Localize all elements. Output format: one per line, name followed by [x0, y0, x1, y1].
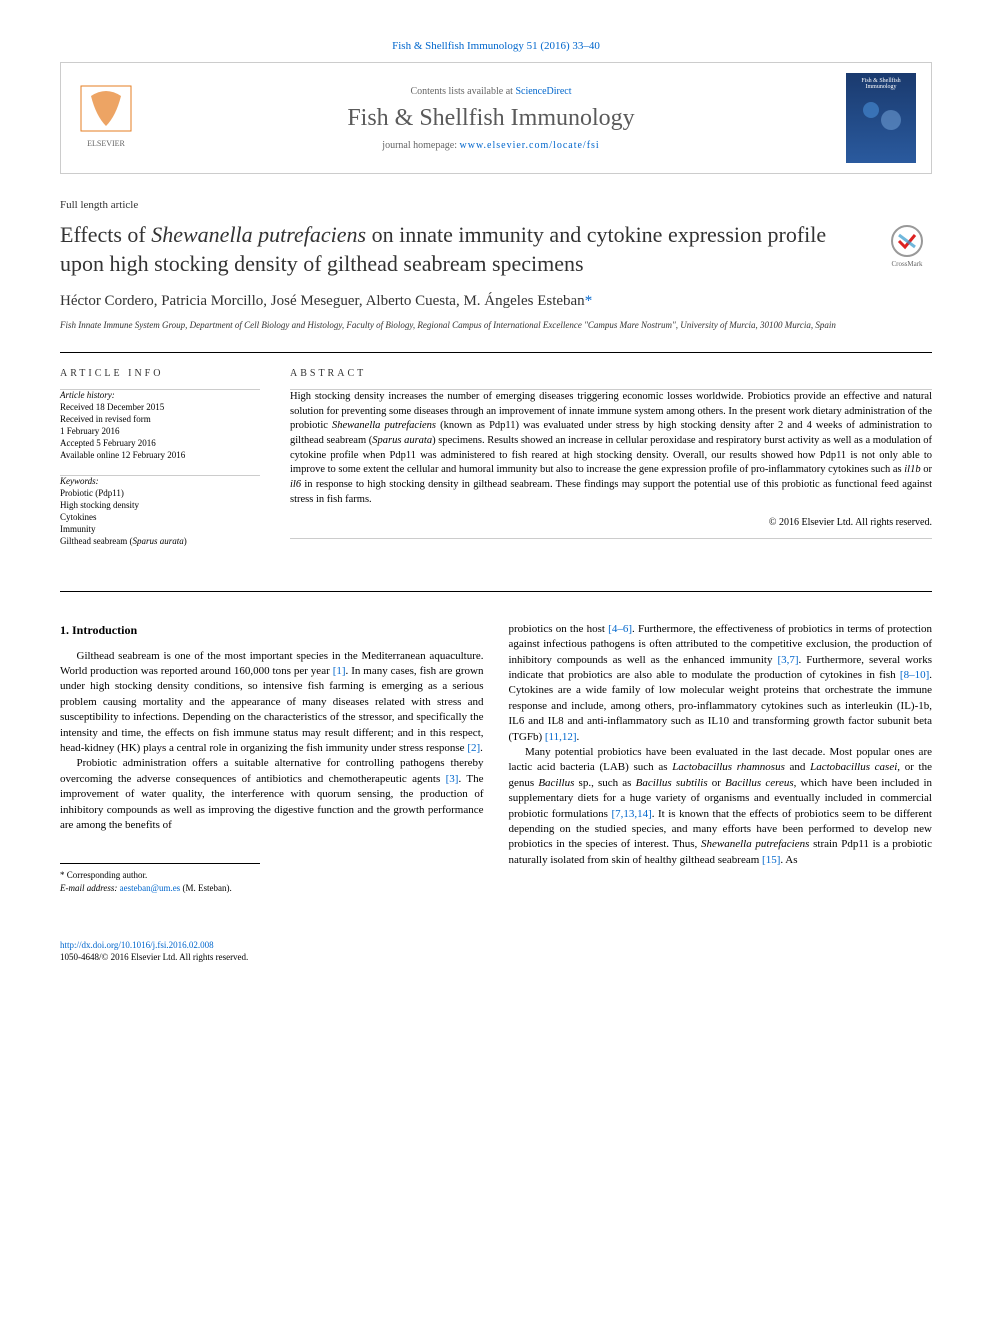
- received-date: Received 18 December 2015: [60, 402, 260, 412]
- section-heading: 1. Introduction: [60, 622, 484, 639]
- elsevier-logo: ELSEVIER: [76, 81, 136, 156]
- journal-header-box: ELSEVIER Contents lists available at Sci…: [60, 62, 932, 174]
- reference-link[interactable]: [15]: [762, 854, 780, 866]
- divider: [60, 352, 932, 353]
- corresponding-author: * Corresponding author. E-mail address: …: [60, 863, 260, 894]
- article-info-sidebar: ARTICLE INFO Article history: Received 1…: [60, 368, 260, 561]
- contents-available: Contents lists available at ScienceDirec…: [151, 86, 831, 97]
- svg-text:ELSEVIER: ELSEVIER: [87, 139, 125, 148]
- reference-link[interactable]: [4–6]: [608, 623, 632, 635]
- accepted-date: Accepted 5 February 2016: [60, 438, 260, 448]
- authors: Héctor Cordero, Patricia Morcillo, José …: [60, 293, 932, 310]
- reference-link[interactable]: [8–10]: [900, 669, 929, 681]
- article-type: Full length article: [60, 199, 932, 211]
- homepage-link[interactable]: www.elsevier.com/locate/fsi: [460, 140, 600, 151]
- reference-link[interactable]: [3,7]: [777, 654, 798, 666]
- reference-link[interactable]: [3]: [446, 773, 459, 785]
- keyword: Cytokines: [60, 512, 260, 522]
- body-text: 1. Introduction Gilthead seabream is one…: [60, 622, 932, 910]
- history-label: Article history:: [60, 390, 260, 400]
- issn-copyright: 1050-4648/© 2016 Elsevier Ltd. All right…: [60, 952, 932, 962]
- revised-date: Received in revised form: [60, 414, 260, 424]
- keyword: Gilthead seabream (Sparus aurata): [60, 536, 260, 546]
- abstract-column: ABSTRACT High stocking density increases…: [290, 368, 932, 561]
- body-column-right: probiotics on the host [4–6]. Furthermor…: [509, 622, 933, 910]
- keyword: High stocking density: [60, 500, 260, 510]
- journal-homepage: journal homepage: www.elsevier.com/locat…: [151, 140, 831, 151]
- revised-date-2: 1 February 2016: [60, 426, 260, 436]
- reference-link[interactable]: [7,13,14]: [611, 808, 651, 820]
- header-citation: Fish & Shellfish Immunology 51 (2016) 33…: [60, 40, 932, 52]
- keyword: Probiotic (Pdp11): [60, 488, 260, 498]
- svg-text:CrossMark: CrossMark: [891, 260, 923, 268]
- article-info-heading: ARTICLE INFO: [60, 368, 260, 379]
- reference-link[interactable]: [2]: [467, 742, 480, 754]
- email-link[interactable]: aesteban@um.es: [120, 883, 181, 893]
- abstract-heading: ABSTRACT: [290, 368, 932, 379]
- crossmark-badge[interactable]: CrossMark: [882, 221, 932, 276]
- page-footer: http://dx.doi.org/10.1016/j.fsi.2016.02.…: [60, 940, 932, 962]
- keyword: Immunity: [60, 524, 260, 534]
- journal-name: Fish & Shellfish Immunology: [151, 105, 831, 132]
- reference-link[interactable]: [1]: [333, 665, 346, 677]
- abstract-text: High stocking density increases the numb…: [290, 390, 932, 508]
- online-date: Available online 12 February 2016: [60, 450, 260, 460]
- abstract-copyright: © 2016 Elsevier Ltd. All rights reserved…: [290, 517, 932, 528]
- keywords-label: Keywords:: [60, 476, 260, 486]
- journal-cover-thumbnail: Fish & Shellfish Immunology: [846, 73, 916, 163]
- reference-link[interactable]: [11,12]: [545, 731, 577, 743]
- body-column-left: 1. Introduction Gilthead seabream is one…: [60, 622, 484, 910]
- divider: [60, 591, 932, 592]
- affiliation: Fish Innate Immune System Group, Departm…: [60, 320, 932, 332]
- doi-link[interactable]: http://dx.doi.org/10.1016/j.fsi.2016.02.…: [60, 940, 214, 950]
- sciencedirect-link[interactable]: ScienceDirect: [515, 86, 571, 97]
- article-title: Effects of Shewanella putrefaciens on in…: [60, 221, 862, 278]
